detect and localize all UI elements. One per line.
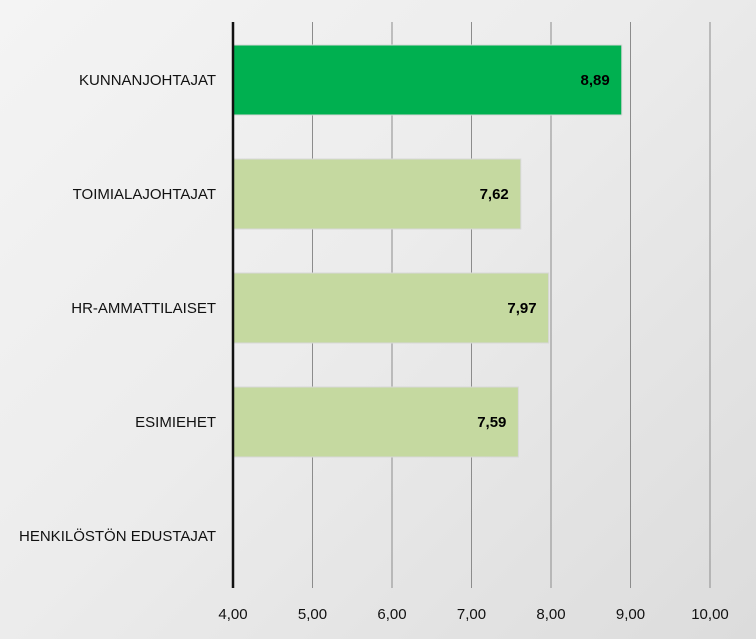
category-label: HENKILÖSTÖN EDUSTAJAT <box>19 527 216 545</box>
x-tick-label: 10,00 <box>691 606 729 623</box>
x-tick-label: 4,00 <box>218 606 247 623</box>
x-tick-label: 8,00 <box>536 606 565 623</box>
bars <box>232 44 623 458</box>
x-tick-label: 6,00 <box>377 606 406 623</box>
category-label: KUNNANJOHTAJAT <box>79 72 216 89</box>
bar <box>232 158 522 230</box>
bar <box>232 386 519 458</box>
labels: 4,00 5,00 6,00 7,00 8,00 9,00 10,00 KUNNANJOHTA… <box>19 72 729 623</box>
x-tick-label: 9,00 <box>616 606 645 623</box>
bar <box>232 44 623 116</box>
value-label: 7,62 <box>480 186 509 203</box>
category-label: ESIMIEHET <box>135 414 216 431</box>
category-label: TOIMIALAJOHTAJAT <box>73 186 216 203</box>
value-label: 7,97 <box>507 300 536 317</box>
value-label: 7,59 <box>477 414 506 431</box>
bar <box>232 272 550 344</box>
value-label: 8,89 <box>581 72 610 89</box>
x-tick-label: 7,00 <box>457 606 486 623</box>
category-label: HR-AMMATTILAISET <box>71 300 216 317</box>
x-tick-label: 5,00 <box>298 606 327 623</box>
